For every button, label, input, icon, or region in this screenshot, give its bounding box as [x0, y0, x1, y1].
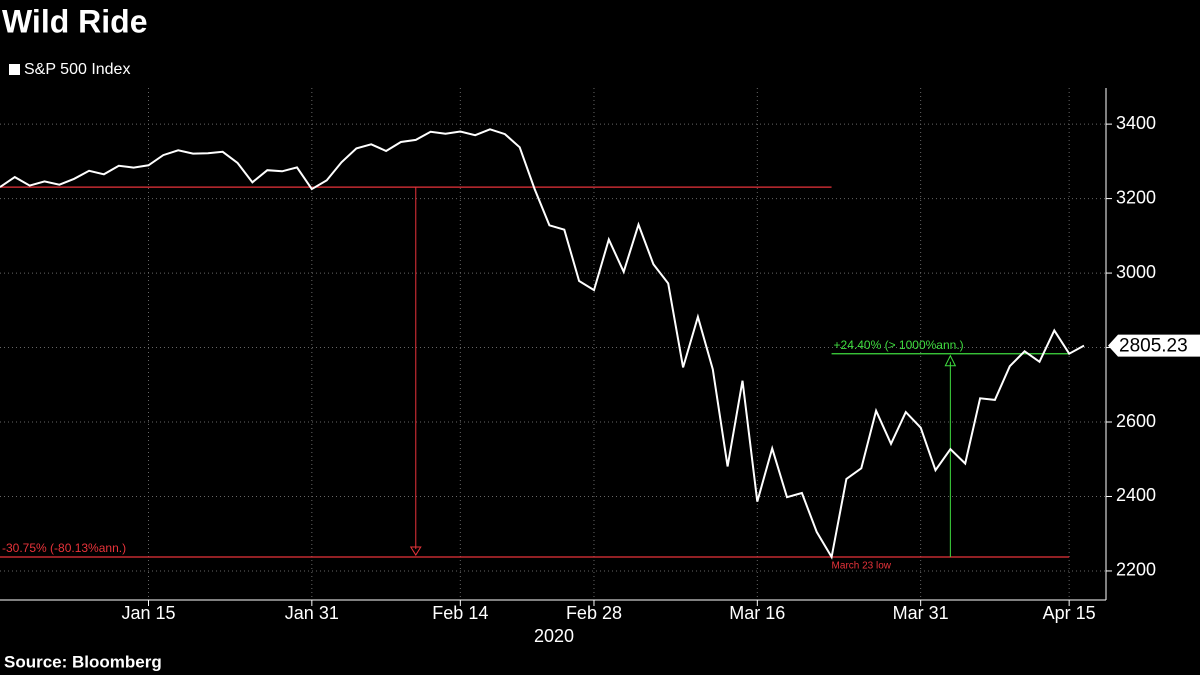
- x-tick-label: Feb 14: [432, 603, 488, 623]
- y-tick-label: 3400: [1116, 113, 1156, 133]
- arrow-head: [409, 546, 422, 556]
- annotation-text: -30.75% (-80.13%ann.): [2, 541, 126, 555]
- x-tick-label: Jan 15: [121, 603, 175, 623]
- annotation-text: +24.40% (> 1000%ann.): [834, 338, 964, 352]
- arrow-head: [944, 354, 957, 367]
- annotation-text: March 23 low: [832, 561, 892, 572]
- y-tick-label: 2400: [1116, 485, 1156, 505]
- line: [0, 128, 1085, 560]
- x-tick-label: Apr 15: [1043, 603, 1096, 623]
- y-tick-label: 2600: [1116, 411, 1156, 431]
- x-tick-label: Feb 28: [566, 603, 622, 623]
- year-label: 2020: [534, 626, 574, 646]
- chart-title: Wild Ride: [2, 3, 147, 39]
- last-value-label: 2805.23: [1119, 336, 1188, 357]
- y-tick-label: 3200: [1116, 187, 1156, 207]
- source: Source: Bloomberg: [4, 652, 162, 671]
- x-tick-label: Jan 31: [285, 603, 339, 623]
- x-tick-label: Mar 16: [729, 603, 785, 623]
- x-tick-label: Mar 31: [893, 603, 949, 623]
- legend-label: S&P 500 Index: [24, 61, 130, 78]
- legend-swatch: [9, 64, 20, 75]
- y-tick-label: 3000: [1116, 262, 1156, 282]
- y-tick-label: 2200: [1116, 560, 1156, 580]
- last-value-box: [1108, 334, 1200, 357]
